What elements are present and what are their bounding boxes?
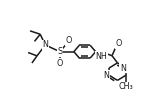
Text: NH: NH — [95, 52, 107, 61]
Text: S: S — [57, 47, 62, 56]
Text: O: O — [115, 39, 122, 49]
Text: N: N — [103, 71, 109, 80]
Text: N: N — [42, 40, 48, 49]
Text: O: O — [66, 36, 72, 45]
Text: O: O — [57, 59, 63, 68]
Text: N: N — [120, 64, 126, 73]
Text: CH₃: CH₃ — [119, 82, 133, 91]
